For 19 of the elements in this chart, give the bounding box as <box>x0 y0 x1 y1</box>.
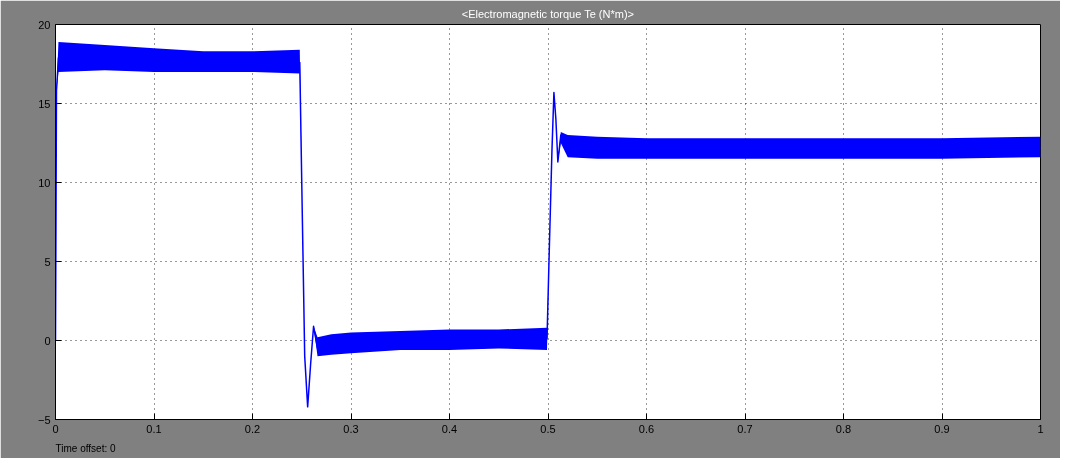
y-tick-label: 10 <box>38 176 51 189</box>
y-tick-label: 20 <box>38 18 51 31</box>
y-tick-label: 0 <box>44 334 51 347</box>
x-tick-label: 0.2 <box>244 422 261 435</box>
x-tick-label: 0.3 <box>343 422 359 435</box>
x-tick-label: 0.8 <box>835 422 852 435</box>
x-tick-label: 0.5 <box>540 422 556 435</box>
y-tick-label: 15 <box>38 97 51 110</box>
text: Time offset: 0 <box>55 442 116 454</box>
x-tick-label: 1 <box>1037 422 1044 435</box>
x-tick-label: 0.9 <box>934 422 950 435</box>
y-tick-label: −5 <box>37 413 51 426</box>
x-tick-label: 0.4 <box>441 422 458 435</box>
x-tick-label: 0.1 <box>146 422 162 435</box>
x-tick-label: 0 <box>52 422 59 435</box>
y-tick-label: 5 <box>44 255 51 268</box>
x-tick-label: 0.7 <box>737 422 753 435</box>
x-tick-label: 0.6 <box>638 422 655 435</box>
chart-title: <Electromagnetic torque Te (N*m)> <box>461 7 635 20</box>
